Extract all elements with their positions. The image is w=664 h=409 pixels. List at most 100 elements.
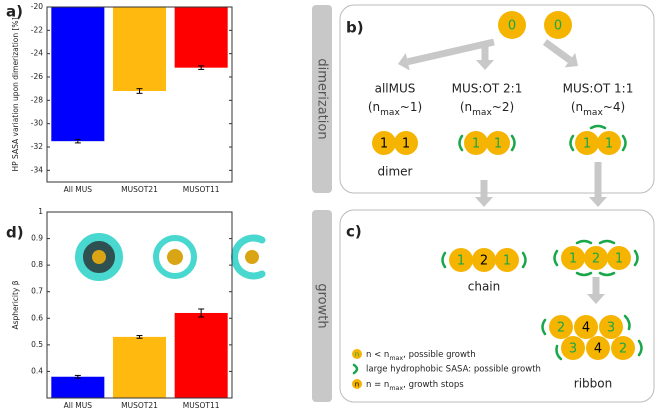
hydrophobic-arc <box>637 339 643 357</box>
y-tick-label: 0.8 <box>31 260 43 269</box>
y-tick-label: -30 <box>31 119 43 128</box>
group-name: MUS:OT 2:1 <box>452 82 523 96</box>
particle-number: 1 <box>569 252 577 267</box>
y-axis-label: Asphericity β <box>11 280 20 329</box>
y-tick-label: -26 <box>31 72 43 81</box>
particle-number: 3 <box>607 321 615 336</box>
group-name: MUS:OT 1:1 <box>563 82 634 96</box>
label-part: n = n <box>366 380 389 390</box>
particle <box>575 131 599 155</box>
plot-frame <box>46 211 233 399</box>
hydrophobic-arc <box>569 134 575 152</box>
y-tick-label: -32 <box>31 142 43 151</box>
label-part: ~2) <box>492 100 514 114</box>
particle <box>372 131 396 155</box>
molecule-core <box>167 249 183 265</box>
bar <box>51 376 105 398</box>
particle <box>544 11 572 39</box>
particle-number: 1 <box>494 137 502 152</box>
label-sub: max <box>583 108 603 118</box>
legend-icon <box>352 379 362 389</box>
particle-number: 1 <box>503 254 511 269</box>
particle <box>561 246 585 270</box>
particle <box>549 315 573 339</box>
particle <box>574 315 598 339</box>
particle-number: 1 <box>472 137 480 152</box>
arrow <box>406 38 495 66</box>
legend-icon-text: n <box>355 351 359 359</box>
particle <box>561 336 585 360</box>
y-tick-label: 0.5 <box>31 340 43 349</box>
hydrophobic-arc <box>541 318 547 336</box>
label: n = nmax, growth stops <box>366 380 464 393</box>
panel-label: a) <box>6 3 23 21</box>
x-tick-label: All MUS <box>64 185 93 194</box>
arrow-head <box>587 294 605 304</box>
hydrophobic-arc <box>441 251 447 269</box>
x-tick-label: All MUS <box>64 401 93 409</box>
particle <box>449 248 473 272</box>
molecule <box>231 234 266 280</box>
hydrophobic-arc <box>352 363 359 375</box>
y-tick-label: -28 <box>31 95 43 104</box>
label-part: (n <box>571 100 583 114</box>
particle-number: 3 <box>569 342 577 357</box>
hydrophobic-arc <box>510 134 516 152</box>
label: n < nmax, possible growth <box>366 350 476 363</box>
particle <box>486 131 510 155</box>
particle-number: 1 <box>457 254 465 269</box>
particle-number: 2 <box>619 342 627 357</box>
hydrophobic-arc <box>623 314 631 331</box>
particle <box>464 131 488 155</box>
arrow-head <box>475 197 493 207</box>
bar <box>112 7 167 91</box>
label-part: , possible growth <box>403 350 475 360</box>
panel-label: b) <box>346 19 364 37</box>
bar <box>174 312 228 398</box>
particle-number: 2 <box>557 321 565 336</box>
label-part: ~4) <box>603 100 625 114</box>
chain-label: chain <box>468 280 501 294</box>
particle-number: 1 <box>380 137 388 152</box>
hydrophobic-arc <box>598 271 616 277</box>
x-tick-label: MUSOT21 <box>121 185 158 194</box>
label-sub: max <box>389 384 403 392</box>
hydrophobic-arc <box>575 271 593 277</box>
label-part: n < n <box>366 350 389 360</box>
molecule-core <box>245 250 259 264</box>
label-part: , growth stops <box>403 380 464 390</box>
particle-number: 0 <box>508 19 516 34</box>
hydrophobic-arc <box>575 239 593 245</box>
particle-number: 1 <box>615 252 623 267</box>
molecule <box>153 235 197 279</box>
tab-label: growth <box>315 283 330 328</box>
y-tick-label: 0.9 <box>31 234 43 243</box>
hydrophobic-arc <box>621 134 627 152</box>
hydrophobic-arc <box>458 134 464 152</box>
legend-text: large hydrophobic SASA: possible growth <box>366 365 541 375</box>
x-tick-label: MUSOT11 <box>183 401 220 409</box>
particle <box>472 248 496 272</box>
panel-label: d) <box>6 224 24 242</box>
legend-icon <box>352 349 362 359</box>
dimer-label: dimer <box>378 165 413 179</box>
arrow <box>542 39 572 63</box>
tab <box>312 5 332 193</box>
particle-number: 2 <box>480 254 488 269</box>
label-part: (n <box>460 100 472 114</box>
label-part: ~1) <box>400 100 422 114</box>
particle-number: 0 <box>554 19 562 34</box>
group-name: allMUS <box>375 82 416 96</box>
y-tick-label: 0.7 <box>31 287 43 296</box>
particle <box>495 248 519 272</box>
tab-label: dimerization <box>315 58 330 139</box>
particle-number: 1 <box>402 137 410 152</box>
y-tick-label: -24 <box>31 49 43 58</box>
hydrophobic-arc <box>521 251 527 269</box>
particle <box>586 336 610 360</box>
particle <box>607 246 631 270</box>
plot-frame <box>46 6 233 183</box>
label-part: (n <box>368 100 380 114</box>
particle-number: 4 <box>594 342 602 357</box>
hydrophobic-arc <box>555 344 563 361</box>
